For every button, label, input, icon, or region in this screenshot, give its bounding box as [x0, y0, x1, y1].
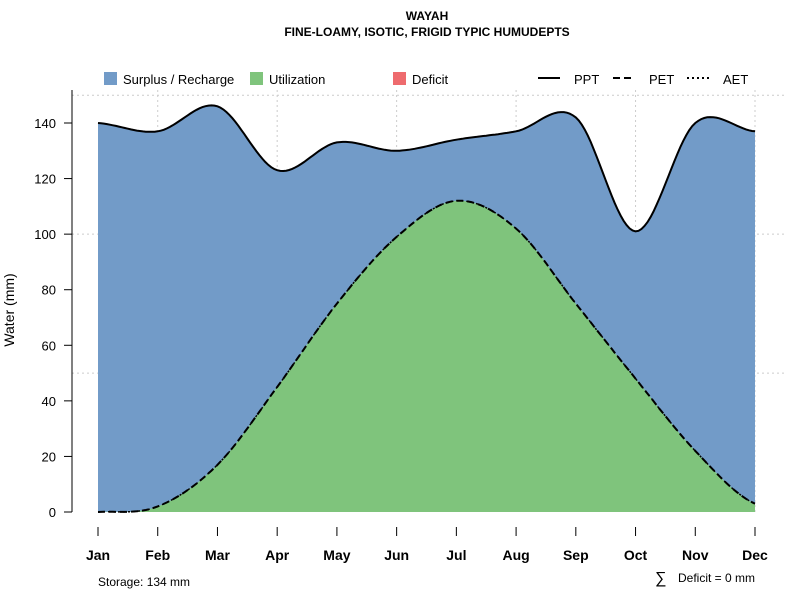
deficit-annotation: Deficit = 0 mm [678, 571, 755, 585]
legend-label: Utilization [269, 72, 325, 87]
x-tick-label-may: May [323, 547, 350, 563]
legend-label: PPT [574, 72, 599, 87]
sigma-symbol: ∑ [655, 570, 666, 587]
y-tick-label: 60 [42, 338, 56, 353]
x-tick-label-aug: Aug [502, 547, 529, 563]
legend-label: Deficit [412, 72, 449, 87]
x-tick-label-jul: Jul [446, 547, 466, 563]
y-axis-label: Water (mm) [1, 273, 17, 346]
storage-annotation: Storage: 134 mm [98, 575, 190, 589]
legend-label: PET [649, 72, 674, 87]
x-tick-label-apr: Apr [265, 547, 290, 563]
y-tick-label: 20 [42, 449, 56, 464]
legend-label: Surplus / Recharge [123, 72, 234, 87]
x-tick-label-feb: Feb [145, 547, 170, 563]
chart-subtitle: FINE-LOAMY, ISOTIC, FRIGID TYPIC HUMUDEP… [284, 25, 569, 39]
x-tick-label-jan: Jan [86, 547, 110, 563]
x-tick-label-oct: Oct [624, 547, 648, 563]
x-tick-label-dec: Dec [742, 547, 768, 563]
y-tick-label: 100 [34, 227, 56, 242]
x-tick-label-jun: Jun [384, 547, 409, 563]
legend-swatch [393, 72, 406, 85]
x-tick-label-sep: Sep [563, 547, 589, 563]
y-tick-label: 120 [34, 172, 56, 187]
legend-swatch [250, 72, 263, 85]
legend-label: AET [723, 72, 748, 87]
y-tick-label: 0 [49, 505, 56, 520]
chart-title: WAYAH [406, 9, 448, 23]
ppt-line [97, 104, 756, 233]
x-tick-label-nov: Nov [682, 547, 709, 563]
x-tick-label-mar: Mar [205, 547, 230, 563]
aet-line [97, 199, 756, 513]
y-tick-label: 40 [42, 394, 56, 409]
y-tick-label: 140 [34, 116, 56, 131]
y-tick-label: 80 [42, 283, 56, 298]
legend-swatch [104, 72, 117, 85]
utilization-area [98, 200, 755, 512]
